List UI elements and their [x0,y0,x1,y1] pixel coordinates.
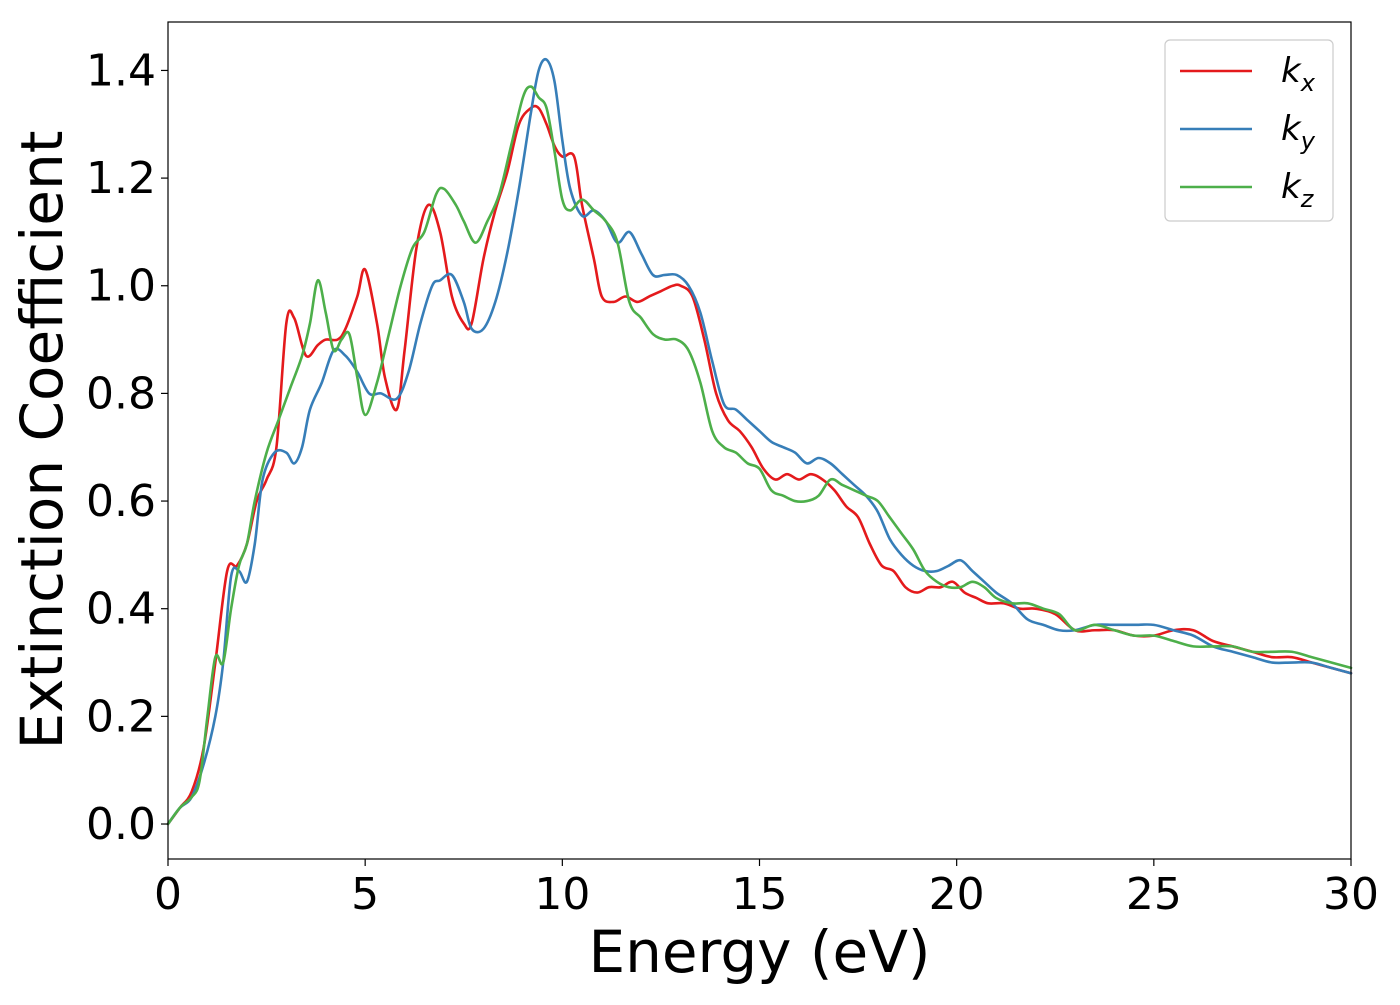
x-tick-label: 5 [351,869,379,920]
legend-box [1164,39,1334,222]
y-tick-label: 0.8 [86,368,156,419]
y-axis-title: Extinction Coefficient [8,131,76,750]
x-tick-label: 20 [929,869,985,920]
y-tick-label: 0.6 [86,476,156,527]
series-line-ky [166,57,1353,826]
x-tick-label: 10 [534,869,590,920]
y-tick-label: 1.4 [86,45,156,96]
series-line-kx [166,104,1353,826]
y-tick-label: 0.4 [86,584,156,635]
x-tick-label: 0 [154,869,182,920]
legend-subscript-y: y [1300,127,1316,155]
x-tick-label: 30 [1323,869,1379,920]
y-axis-ticks: 0.0 0.2 0.4 0.6 0.8 1.0 1.2 1.4 [86,45,168,850]
x-axis-title: Energy (eV) [588,918,930,986]
series-line-kz [166,85,1353,826]
y-tick-label: 1.2 [86,153,156,204]
legend-subscript-x: x [1300,69,1316,97]
y-tick-label: 0.2 [86,691,156,742]
x-tick-label: 25 [1126,869,1182,920]
legend-subscript-z: z [1300,185,1315,213]
x-axis-ticks: 0 5 10 15 20 25 30 [154,859,1379,920]
x-tick-label: 15 [732,869,788,920]
y-tick-label: 0.0 [86,799,156,850]
series-layer [166,57,1353,826]
y-tick-label: 1.0 [86,261,156,312]
